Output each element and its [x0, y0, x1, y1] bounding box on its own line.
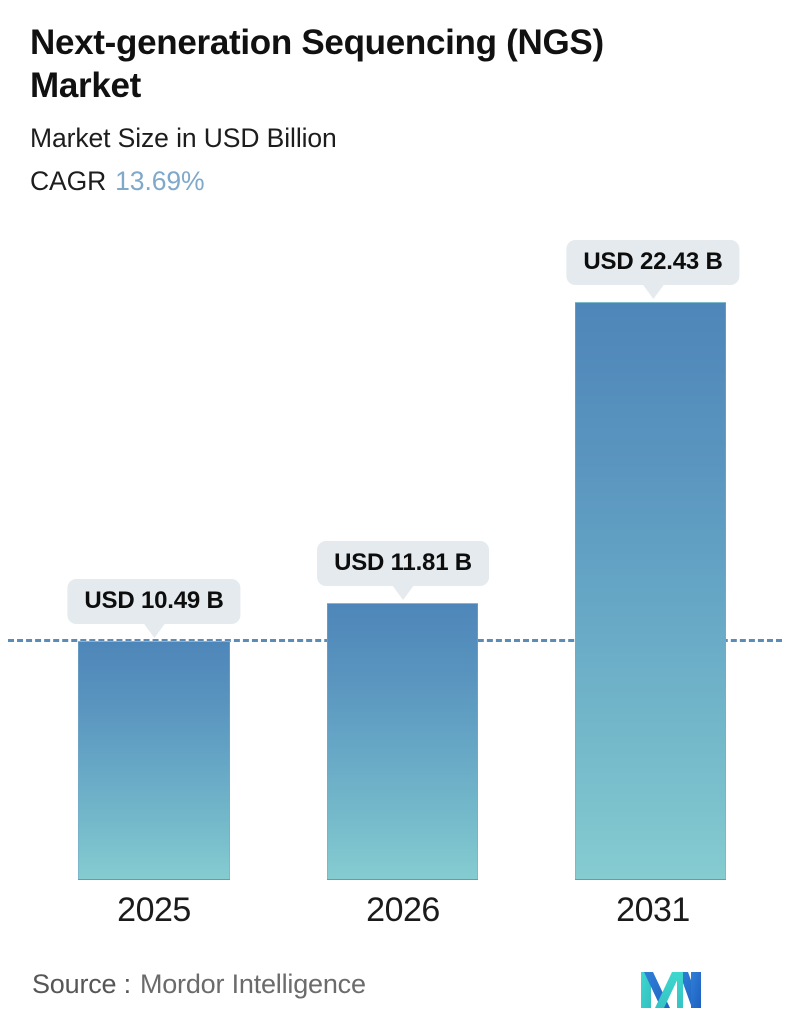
chart-footer: Source : Mordor Intelligence — [0, 963, 796, 1034]
bar-2031[interactable] — [575, 302, 726, 880]
chart-header: Next-generation Sequencing (NGS) Market … — [30, 22, 760, 198]
data-label-2025: USD 10.49 B — [67, 579, 241, 639]
data-label-2031: USD 22.43 B — [566, 240, 740, 300]
x-axis-label-2031: 2031 — [616, 891, 690, 929]
source-name: Mordor Intelligence — [139, 969, 366, 999]
cagr-value: 13.69% — [115, 166, 205, 197]
chart-subtitle: Market Size in USD Billion — [30, 123, 337, 154]
data-label-2026: USD 11.81 B — [317, 541, 489, 601]
x-axis-label-2026: 2026 — [366, 891, 440, 929]
source-label: Source : — [32, 969, 131, 999]
mordor-intelligence-logo — [639, 963, 703, 1013]
bar-2025[interactable] — [78, 641, 230, 880]
cagr-label: CAGR — [30, 166, 107, 197]
cagr-row: CAGR 13.69% — [30, 166, 760, 198]
source-attribution: Source : Mordor Intelligence — [32, 969, 366, 1000]
page-title: Next-generation Sequencing (NGS) Market — [30, 23, 604, 105]
bar-2026[interactable] — [327, 603, 478, 880]
x-axis-label-2025: 2025 — [117, 891, 191, 929]
